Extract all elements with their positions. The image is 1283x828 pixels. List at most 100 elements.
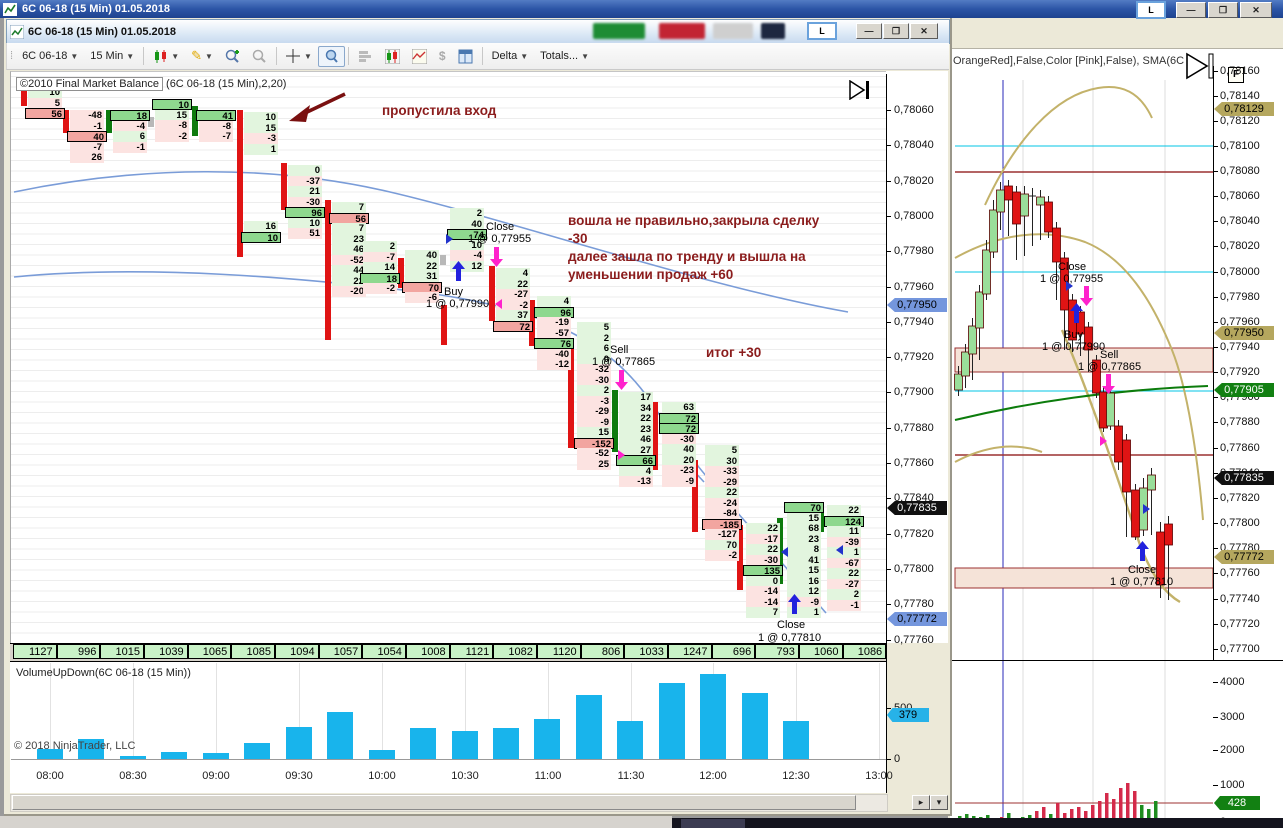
axis-tick xyxy=(886,640,891,641)
price-label: 0,77980 xyxy=(1220,291,1260,303)
footprint-cell: 6 xyxy=(577,343,611,354)
right-playback-icon[interactable] xyxy=(1184,52,1214,85)
app-close-button[interactable]: ✕ xyxy=(1240,2,1272,18)
footprint-cell: 1 xyxy=(244,143,278,155)
scrollbar-menu-button[interactable]: ▾ xyxy=(930,795,948,810)
child-restore-button[interactable]: ❐ xyxy=(883,23,909,39)
time-label: 13:00 xyxy=(865,770,893,782)
crosshair-icon[interactable]: ▼ xyxy=(285,48,312,63)
chart-style-icon[interactable]: ▼ xyxy=(147,46,185,67)
mini-volume-bar xyxy=(1140,805,1144,821)
main-price-axis[interactable] xyxy=(886,71,948,643)
order-sell-button[interactable] xyxy=(659,23,705,39)
footprint-cell: 22 xyxy=(405,260,439,272)
footprint-cell: 7 xyxy=(746,607,780,618)
footprint-cell: 23 xyxy=(332,233,366,245)
vud-gridline xyxy=(631,663,632,759)
time-label: 11:00 xyxy=(534,770,562,782)
zoom-in-icon[interactable] xyxy=(219,46,246,67)
price-label: 0,77960 xyxy=(1220,316,1260,328)
price-tag: 0,77950 xyxy=(1214,326,1274,340)
footprint-cell: 76 xyxy=(534,338,574,350)
candle-body xyxy=(1020,193,1029,217)
order-buy-button[interactable] xyxy=(593,23,645,39)
trade-marker-triangle xyxy=(1143,504,1150,514)
vud-tag: 379 xyxy=(887,708,929,722)
footprint-cell: 14 xyxy=(363,262,397,273)
child-minimize-button[interactable]: — xyxy=(856,23,882,39)
price-label: 0,77900 xyxy=(894,386,934,398)
playback-icon[interactable] xyxy=(848,79,872,105)
volume-updown-bar xyxy=(534,719,561,759)
order-qty-box[interactable] xyxy=(761,23,785,39)
volume-cell: 696 xyxy=(711,644,756,659)
footprint-cell: 15 xyxy=(244,122,278,134)
price-label: 0,77880 xyxy=(894,422,934,434)
axis-tick xyxy=(886,463,891,464)
footprint-cell: 2 xyxy=(450,208,484,219)
child-close-button[interactable]: ✕ xyxy=(910,23,938,39)
footprint-cell: 23 xyxy=(787,533,821,545)
properties-icon[interactable] xyxy=(452,46,479,67)
axis-tick xyxy=(886,708,891,709)
volume-cell: 793 xyxy=(755,644,799,659)
taskbar-button[interactable] xyxy=(681,819,745,828)
line-chart-icon[interactable] xyxy=(406,46,433,67)
footprint-cell: 30 xyxy=(705,455,739,467)
candle-body xyxy=(989,209,998,253)
data-box-icon[interactable] xyxy=(317,45,345,67)
vud-gridline xyxy=(133,663,134,759)
candle-body xyxy=(1084,326,1093,351)
footprint-bar-strip xyxy=(777,518,783,584)
trade-marker-label: 1 @ 0,77810 xyxy=(1110,576,1174,588)
app-titlebar[interactable]: 6C 06-18 (15 Min) 01.05.2018 L — ❐ ✕ xyxy=(0,0,1283,19)
candle-body xyxy=(975,291,984,329)
footprint-cell: -4 xyxy=(113,120,147,132)
footprint-cell: -40 xyxy=(537,348,571,360)
order-entry-icon[interactable]: $ xyxy=(438,49,446,63)
footprint-cell: 4 xyxy=(496,268,530,279)
indicator-label[interactable]: ©2010 Final Market Balance (6C 06-18 (15… xyxy=(16,77,286,91)
instrument-selector[interactable]: 6C 06-18 ▼ xyxy=(22,50,79,62)
volume-updown-panel[interactable] xyxy=(10,661,886,793)
app-lock-button[interactable]: L xyxy=(1136,1,1166,19)
scrollbar-thumb[interactable] xyxy=(12,795,856,810)
mini-volume-bar xyxy=(1126,783,1130,821)
indicators-icon[interactable] xyxy=(379,46,406,67)
footprint-cell: -9 xyxy=(787,596,821,608)
right-focus-button[interactable]: F xyxy=(1228,67,1244,83)
volume-cell: 1127 xyxy=(13,644,57,659)
footprint-cell: -30 xyxy=(577,374,611,386)
time-label: 08:30 xyxy=(119,770,147,782)
child-lock-button[interactable]: L xyxy=(807,22,837,40)
order-close-button[interactable] xyxy=(713,23,753,39)
footprint-bar-strip xyxy=(692,460,698,532)
footprint-cell: 25 xyxy=(577,458,611,470)
price-label: 0,77780 xyxy=(894,598,934,610)
volume-updown-bar xyxy=(658,683,685,759)
footprint-cell: -3 xyxy=(244,133,278,144)
mini-volume-bar xyxy=(1098,801,1102,821)
app-minimize-button[interactable]: — xyxy=(1176,2,1206,18)
child-window-titlebar[interactable]: 6C 06-18 (15 Min) 01.05.2018 L — ❐ ✕ xyxy=(6,19,950,44)
footprint-cell: -17 xyxy=(746,533,780,545)
trade-marker-label: 1 @ 0,77810 xyxy=(758,632,822,644)
chart-trader-icon[interactable] xyxy=(352,46,379,67)
interval-selector[interactable]: 15 Min ▼ xyxy=(90,50,135,62)
volume-axis-label: 1000 xyxy=(1220,779,1245,791)
axis-tick xyxy=(886,534,891,535)
delta-selector[interactable]: Delta ▼ xyxy=(491,50,529,62)
zoom-out-icon[interactable] xyxy=(246,46,273,67)
footprint-cell: -13 xyxy=(619,476,653,487)
axis-tick xyxy=(886,181,891,182)
footprint-cell: 10 xyxy=(241,231,281,244)
drawing-tools-icon[interactable]: ✎ ▼ xyxy=(191,48,213,63)
axis-tick xyxy=(886,287,891,288)
footprint-cell: 10 xyxy=(28,87,62,98)
time-label: 09:30 xyxy=(285,770,313,782)
totals-selector[interactable]: Totals... ▼ xyxy=(540,50,589,62)
scrollbar-right-button[interactable]: ▸ xyxy=(912,795,930,810)
app-restore-button[interactable]: ❐ xyxy=(1208,2,1238,18)
footprint-bar-strip xyxy=(440,255,446,265)
taskbar[interactable] xyxy=(672,818,1283,828)
